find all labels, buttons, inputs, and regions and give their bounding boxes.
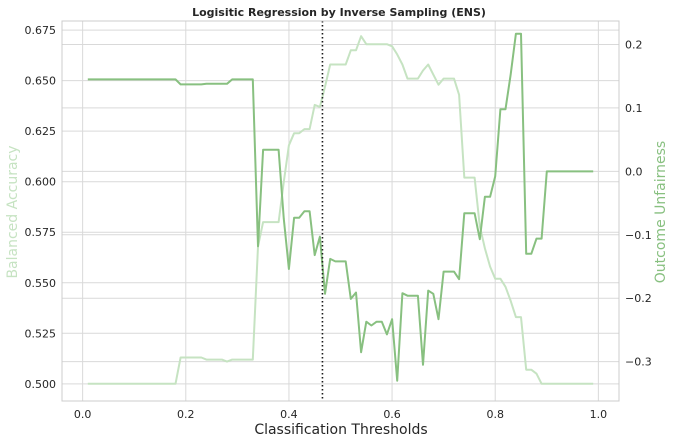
- x-tick-label-0: 0.0: [74, 408, 92, 421]
- x-tick-labels: 0.0 0.2 0.4 0.6 0.8 1.0: [74, 408, 607, 421]
- y-right-tick-label-4: 0.1: [625, 102, 643, 115]
- y-right-tick-label-0: −0.3: [625, 356, 652, 369]
- y-left-tick-label-7: 0.675: [25, 24, 57, 37]
- y-left-tick-label-1: 0.525: [25, 327, 57, 340]
- plot-background: [62, 21, 619, 401]
- plot-border: [61, 20, 620, 402]
- y-left-tick-label-6: 0.650: [25, 75, 57, 88]
- y-right-tick-label-3: 0.0: [625, 165, 643, 178]
- series-layer: [87, 32, 594, 385]
- y-right-tick-label-2: −0.1: [625, 229, 652, 242]
- balanced-accuracy-line: [87, 35, 594, 385]
- y-left-tick-label-5: 0.625: [25, 125, 57, 138]
- grid: [62, 21, 619, 401]
- y-left-tick-labels: 0.500 0.525 0.550 0.575 0.600 0.625 0.650 0.675: [25, 24, 57, 391]
- y-left-tick-label-3: 0.575: [25, 226, 57, 239]
- y-left-axis-label: Balanced Accuracy: [5, 145, 21, 278]
- x-tick-label-2: 0.4: [280, 408, 298, 421]
- outcome-unfairness-line: [87, 32, 594, 382]
- x-tick-label-3: 0.6: [383, 408, 401, 421]
- chart-title: Logisitic Regression by Inverse Sampling…: [192, 6, 486, 19]
- x-tick-label-4: 0.8: [486, 408, 504, 421]
- y-left-tick-label-2: 0.550: [25, 277, 57, 290]
- y-left-tick-label-4: 0.600: [25, 176, 57, 189]
- x-tick-label-5: 1.0: [590, 408, 608, 421]
- y-right-tick-labels: −0.3 −0.2 −0.1 0.0 0.1 0.2: [625, 38, 652, 368]
- x-tick-label-1: 0.2: [177, 408, 195, 421]
- plot-area: [62, 21, 619, 401]
- y-right-tick-label-5: 0.2: [625, 38, 643, 51]
- x-axis-label: Classification Thresholds: [254, 422, 427, 438]
- plot-frame: [61, 20, 620, 402]
- y-right-tick-label-1: −0.2: [625, 292, 652, 305]
- y-right-axis-label: Outcome Unfairness: [653, 141, 669, 283]
- y-left-tick-label-0: 0.500: [25, 378, 57, 391]
